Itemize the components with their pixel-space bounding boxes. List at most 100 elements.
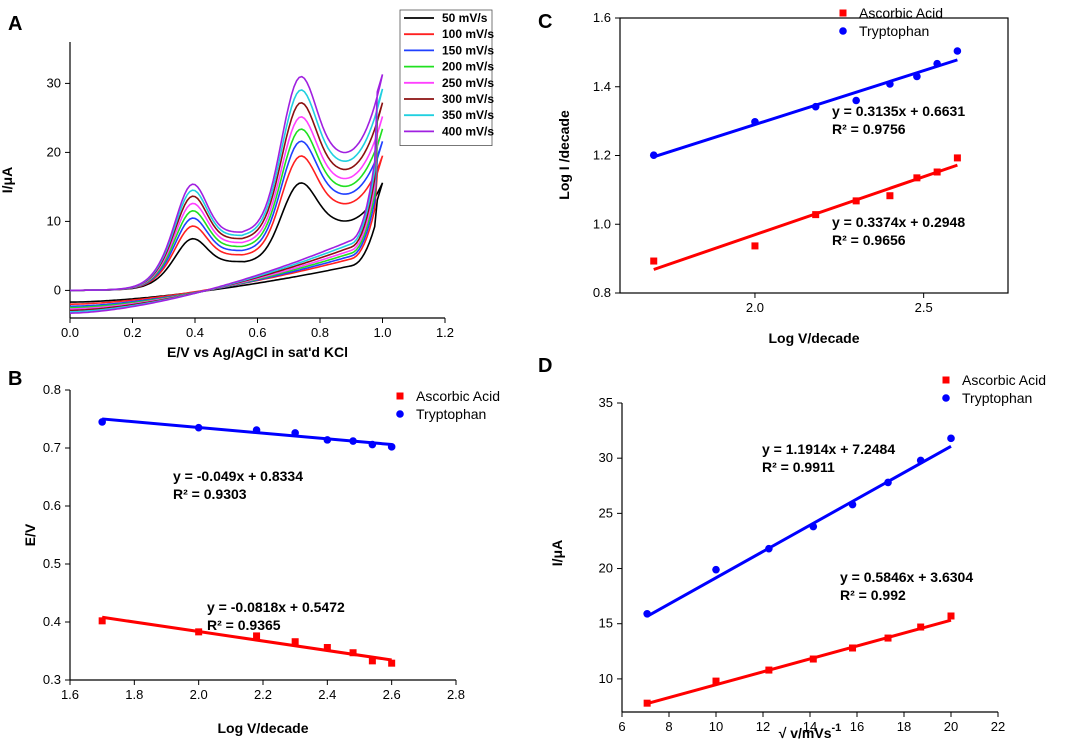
data-point-ascorbic-acid: [886, 192, 894, 200]
legend-label: 100 mV/s: [442, 27, 494, 41]
x-tick-label: 0.2: [123, 325, 141, 340]
data-point-ascorbic-acid: [650, 257, 658, 265]
data-point-ascorbic-acid: [917, 623, 925, 631]
fit-equation: y = 0.3135x + 0.6631: [832, 103, 965, 119]
data-point-ascorbic-acid: [643, 699, 651, 707]
cv-curve-8: [69, 74, 384, 314]
x-tick-label: 0.8: [311, 325, 329, 340]
x-tick-label: 20: [944, 719, 958, 734]
data-point-tryptophan: [194, 423, 203, 432]
data-point-tryptophan: [916, 456, 925, 465]
x-tick-label: 1.2: [436, 325, 454, 340]
cv-curve-6: [70, 101, 384, 312]
x-tick-label: 1.0: [373, 325, 391, 340]
x-tick-label: 2.2: [254, 687, 272, 702]
data-point-tryptophan: [751, 118, 759, 126]
fit-line: [653, 163, 958, 271]
data-point-ascorbic-acid: [812, 211, 820, 219]
panel-label-b: B: [8, 368, 22, 390]
data-point-ascorbic-acid: [98, 617, 106, 625]
x-tick-label: 1.6: [61, 687, 79, 702]
y-axis-label: E/V: [22, 523, 38, 546]
x-tick-label: 0.6: [248, 325, 266, 340]
data-point-tryptophan: [387, 443, 396, 451]
y-tick-label: 0.3: [43, 672, 61, 687]
x-tick-label: 6: [618, 719, 625, 734]
legend-label: 200 mV/s: [442, 60, 494, 74]
data-point-tryptophan: [852, 96, 860, 105]
legend-label: Tryptophan: [859, 23, 929, 39]
legend-label: Tryptophan: [962, 390, 1032, 406]
y-tick-label: 0: [54, 282, 61, 297]
data-point-ascorbic-acid: [396, 392, 404, 400]
data-point-ascorbic-acid: [884, 634, 892, 642]
fit-r-squared: R² = 0.9756: [832, 121, 906, 137]
legend-label: 300 mV/s: [442, 92, 494, 106]
data-point-tryptophan: [947, 434, 955, 443]
y-tick-label: 1.0: [593, 216, 611, 231]
data-point-tryptophan: [848, 500, 857, 509]
fit-line: [653, 58, 958, 159]
data-point-ascorbic-acid: [323, 644, 331, 652]
y-axis-label: Log I /decade: [556, 110, 572, 200]
x-tick-label: 0.0: [61, 325, 79, 340]
legend-label: 400 mV/s: [442, 124, 494, 138]
data-point-ascorbic-acid: [388, 659, 396, 667]
data-point-ascorbic-acid: [849, 644, 857, 652]
data-point-tryptophan: [913, 72, 921, 81]
data-point-tryptophan: [884, 478, 892, 487]
x-axis-label: √ v/mVs-1: [779, 722, 842, 741]
data-point-ascorbic-acid: [291, 638, 299, 646]
data-point-tryptophan: [252, 426, 261, 434]
panel-label-d: D: [538, 355, 552, 377]
y-axis-label: I/μA: [549, 540, 565, 566]
x-axis-label: Log V/decade: [217, 720, 308, 736]
panel-c: C 2.0 2.5 0.8 1.0 1.2 1.4 1.6 Log V/decade Log I …: [538, 5, 1009, 346]
data-point-ascorbic-acid: [349, 649, 357, 657]
x-tick-label: 0.4: [186, 325, 204, 340]
x-tick-label: 14: [803, 719, 817, 734]
data-point-tryptophan: [933, 59, 941, 68]
fit-equation: y = 0.5846x + 3.6304: [840, 569, 973, 585]
data-point-ascorbic-acid: [809, 655, 817, 663]
data-point-ascorbic-acid: [195, 628, 203, 636]
x-tick-label: 1.8: [125, 687, 143, 702]
data-point-ascorbic-acid: [933, 168, 941, 176]
fit-r-squared: R² = 0.9365: [207, 617, 281, 633]
x-tick-label: 2.4: [318, 687, 336, 702]
y-tick-label: 20: [47, 144, 61, 159]
y-tick-label: 0.7: [43, 440, 61, 455]
fit-equation: y = 1.1914x + 7.2484: [762, 441, 895, 457]
legend-label: Ascorbic Acid: [962, 372, 1046, 388]
data-point-ascorbic-acid: [852, 197, 860, 205]
x-tick-label: 18: [897, 719, 911, 734]
x-tick-label: 2.6: [383, 687, 401, 702]
y-tick-label: 1.6: [593, 10, 611, 25]
y-tick-label: 30: [599, 450, 613, 465]
data-point-tryptophan: [712, 565, 720, 574]
data-point-tryptophan: [809, 522, 818, 531]
fit-r-squared: R² = 0.9911: [762, 459, 835, 475]
y-tick-label: 10: [47, 213, 61, 228]
x-axis-label: Log V/decade: [768, 330, 859, 346]
legend-label: Tryptophan: [416, 406, 486, 422]
data-point-ascorbic-acid: [253, 632, 261, 640]
data-point-tryptophan: [98, 418, 106, 426]
panel-label-a: A: [8, 13, 22, 35]
fit-line: [646, 444, 952, 618]
data-point-ascorbic-acid: [765, 666, 773, 674]
data-point-tryptophan: [886, 80, 894, 88]
data-point-tryptophan: [643, 609, 651, 618]
x-tick-label: 2.8: [447, 687, 465, 702]
y-tick-label: 1.2: [593, 148, 611, 163]
fit-equation: y = -0.049x + 0.8334: [173, 468, 303, 484]
data-point-tryptophan: [649, 151, 658, 159]
panel-label-c: C: [538, 11, 552, 33]
y-axis-label: I/μA: [0, 167, 15, 193]
x-tick-label: 12: [756, 719, 770, 734]
data-point-ascorbic-acid: [368, 657, 376, 665]
fit-equation: y = 0.3374x + 0.2948: [832, 214, 965, 230]
data-point-tryptophan: [953, 47, 962, 55]
data-point-tryptophan: [765, 544, 773, 553]
